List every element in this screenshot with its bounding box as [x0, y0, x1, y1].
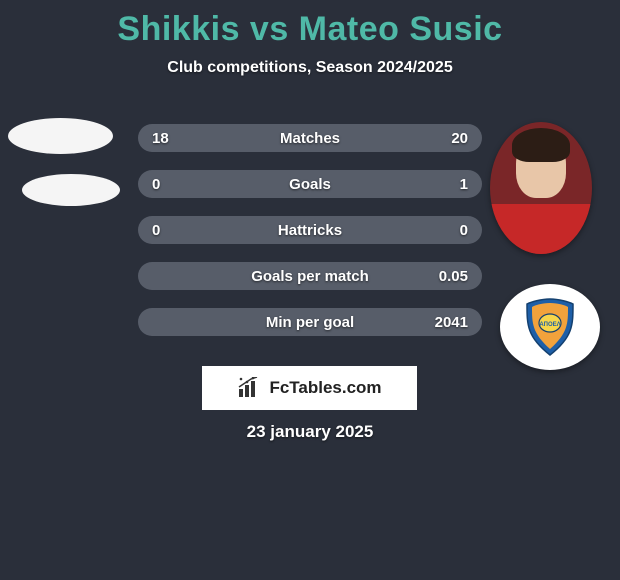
shield-icon: ΑΠΟΕΛ: [523, 297, 577, 357]
player-right-avatar: [490, 122, 592, 254]
comparison-infographic: Shikkis vs Mateo Susic Club competitions…: [0, 0, 620, 580]
page-title: Shikkis vs Mateo Susic: [0, 0, 620, 49]
generated-date: 23 january 2025: [0, 422, 620, 442]
page-subtitle: Club competitions, Season 2024/2025: [0, 59, 620, 77]
stat-row: 0 Hattricks 0: [138, 216, 482, 244]
footer-brand-text: FcTables.com: [269, 378, 381, 398]
stat-label: Min per goal: [138, 314, 482, 331]
footer-brand-badge: FcTables.com: [202, 366, 417, 410]
stat-label: Goals: [138, 176, 482, 193]
stat-row: 18 Matches 20: [138, 124, 482, 152]
avatar-hair-shape: [512, 128, 570, 162]
club-right-badge: ΑΠΟΕΛ: [500, 284, 600, 370]
avatar-body-shape: [490, 204, 592, 254]
club-left-badge-placeholder: [22, 174, 120, 206]
player-left-avatar-placeholder: [8, 118, 113, 154]
stat-label: Goals per match: [138, 268, 482, 285]
stat-row: 0 Goals 1: [138, 170, 482, 198]
stat-label: Matches: [138, 130, 482, 147]
stats-table: 18 Matches 20 0 Goals 1 0 Hattricks 0 Go…: [138, 124, 482, 354]
stat-row: Goals per match 0.05: [138, 262, 482, 290]
chart-icon: [237, 377, 263, 399]
stat-row: Min per goal 2041: [138, 308, 482, 336]
stat-label: Hattricks: [138, 222, 482, 239]
svg-text:ΑΠΟΕΛ: ΑΠΟΕΛ: [539, 322, 560, 328]
